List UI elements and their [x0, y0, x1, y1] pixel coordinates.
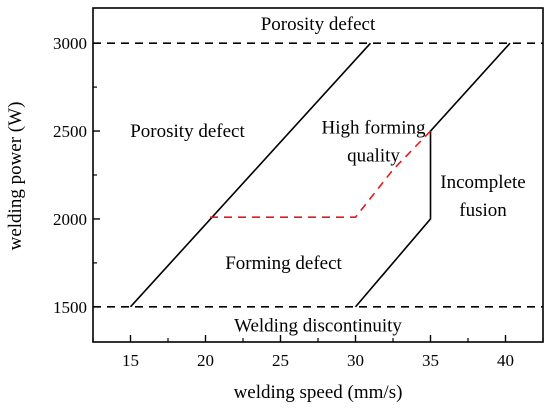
x-axis-label: welding speed (mm/s) [234, 382, 403, 403]
x-tick-label: 35 [422, 351, 439, 370]
region-label: quality [347, 146, 400, 167]
series-layer [93, 42, 543, 308]
x-tick-label: 40 [497, 351, 514, 370]
annotation-layer: Porosity defect Porosity defect High formi… [130, 14, 525, 336]
series-line-5 [210, 130, 432, 218]
y-tick-label: 1500 [53, 298, 87, 317]
region-label: Forming defect [225, 253, 342, 274]
region-label: Porosity defect [261, 14, 376, 35]
region-label: Welding discontinuity [234, 315, 402, 336]
y-tick-label: 2000 [53, 210, 87, 229]
region-label: fusion [459, 200, 507, 221]
y-tick-label: 2500 [53, 122, 87, 141]
x-axis-ticks: 15 20 25 30 35 40 [92, 335, 544, 370]
x-tick-label: 30 [347, 351, 364, 370]
y-axis-label: welding power (W) [5, 102, 26, 251]
series-line-3 [129, 42, 372, 308]
x-tick-label: 25 [272, 351, 289, 370]
series-line-4 [354, 42, 511, 308]
region-label: Porosity defect [130, 121, 245, 142]
y-tick-label: 3000 [53, 34, 87, 53]
region-label: High forming [322, 118, 426, 139]
x-tick-label: 15 [122, 351, 139, 370]
region-label: Incomplete [440, 172, 525, 193]
y-axis-ticks: 1500 2000 2500 3000 [53, 34, 100, 317]
x-tick-label: 20 [197, 351, 214, 370]
